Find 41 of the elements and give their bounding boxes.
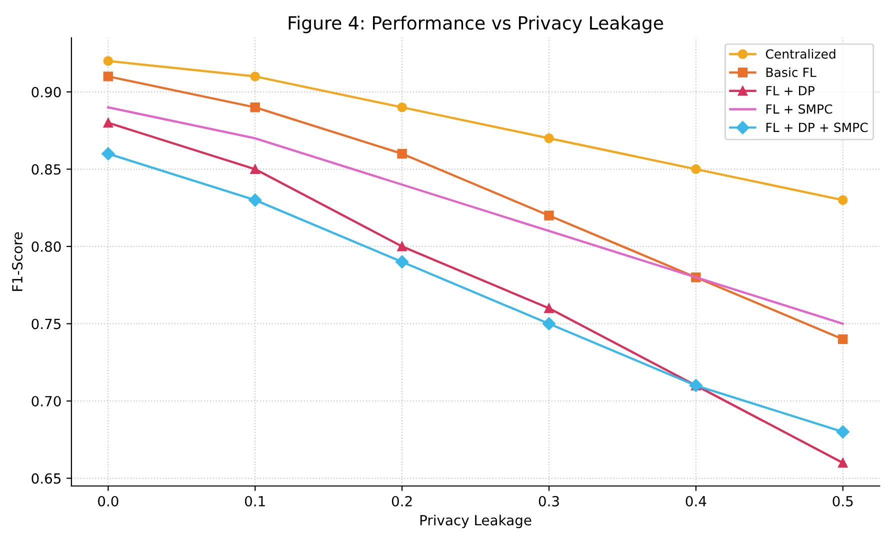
legend-label: Basic FL <box>766 67 816 78</box>
point <box>544 210 554 220</box>
legend-label: FL + DP + SMPC <box>766 122 868 132</box>
point <box>397 242 407 252</box>
legend-label: FL + SMPC <box>766 104 832 114</box>
y-tick-label: 0.80 <box>32 241 61 252</box>
point <box>542 317 556 330</box>
x-tick-label: 0.4 <box>686 496 706 506</box>
point <box>248 193 262 207</box>
point <box>103 72 114 82</box>
point <box>838 195 848 205</box>
point <box>103 118 114 128</box>
x-tick-label: 0.5 <box>832 496 853 506</box>
point <box>544 133 554 144</box>
x-tick-label: 0.1 <box>244 496 265 506</box>
point <box>838 334 848 344</box>
y-tick-label: 0.70 <box>32 396 61 406</box>
point <box>397 148 407 159</box>
y-tick-label: 0.90 <box>32 86 61 98</box>
x-tick-label: 0.2 <box>392 496 412 506</box>
point <box>691 164 701 174</box>
y-tick-label: 0.75 <box>32 318 61 330</box>
point <box>250 72 260 82</box>
legend-label: Centralized <box>766 49 836 59</box>
point <box>250 164 260 174</box>
y-axis-title: F1-Score <box>12 232 23 291</box>
chart-title: Figure 4: Performance vs Privacy Leakage <box>288 16 664 34</box>
legend-label: FL + DP <box>766 86 815 96</box>
point <box>102 147 115 160</box>
point <box>395 255 409 268</box>
y-tick-label: 0.85 <box>32 164 61 175</box>
x-tick-label: 0.0 <box>98 496 118 506</box>
point <box>544 303 554 314</box>
x-axis-title: Privacy Leakage <box>420 514 532 528</box>
point <box>838 458 848 468</box>
point <box>397 102 407 112</box>
y-tick-label: 0.65 <box>32 473 61 484</box>
point <box>836 425 850 438</box>
point <box>103 56 114 66</box>
point <box>250 102 260 112</box>
x-tick-label: 0.3 <box>538 496 559 506</box>
